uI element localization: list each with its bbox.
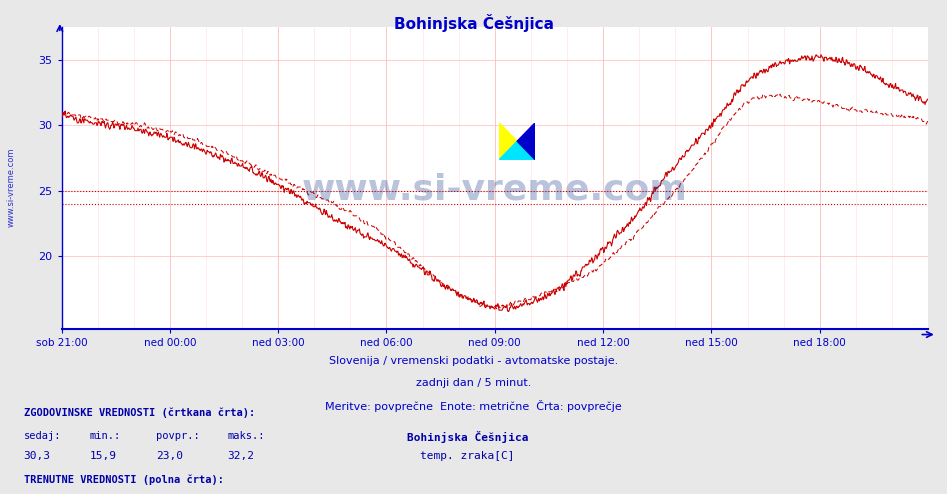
Text: temp. zraka[C]: temp. zraka[C] — [420, 451, 514, 461]
Text: www.si-vreme.com: www.si-vreme.com — [7, 148, 16, 227]
Polygon shape — [517, 123, 535, 160]
Text: www.si-vreme.com: www.si-vreme.com — [302, 173, 688, 207]
Text: 23,0: 23,0 — [156, 451, 184, 461]
Text: maks.:: maks.: — [227, 431, 265, 441]
Text: 15,9: 15,9 — [90, 451, 117, 461]
Text: Bohinjska Češnjica: Bohinjska Češnjica — [407, 431, 528, 443]
Text: povpr.:: povpr.: — [156, 431, 200, 441]
Text: min.:: min.: — [90, 431, 121, 441]
Text: 32,2: 32,2 — [227, 451, 255, 461]
Text: 30,3: 30,3 — [24, 451, 51, 461]
Text: Meritve: povprečne  Enote: metrične  Črta: povprečje: Meritve: povprečne Enote: metrične Črta:… — [325, 400, 622, 412]
Text: TRENUTNE VREDNOSTI (polna črta):: TRENUTNE VREDNOSTI (polna črta): — [24, 474, 223, 485]
Text: Slovenija / vremenski podatki - avtomatske postaje.: Slovenija / vremenski podatki - avtomats… — [329, 356, 618, 366]
Text: zadnji dan / 5 minut.: zadnji dan / 5 minut. — [416, 378, 531, 388]
Text: ZGODOVINSKE VREDNOSTI (črtkana črta):: ZGODOVINSKE VREDNOSTI (črtkana črta): — [24, 408, 255, 418]
Text: Bohinjska Češnjica: Bohinjska Češnjica — [394, 14, 553, 32]
Polygon shape — [499, 141, 535, 160]
Text: sedaj:: sedaj: — [24, 431, 62, 441]
Polygon shape — [499, 123, 517, 160]
